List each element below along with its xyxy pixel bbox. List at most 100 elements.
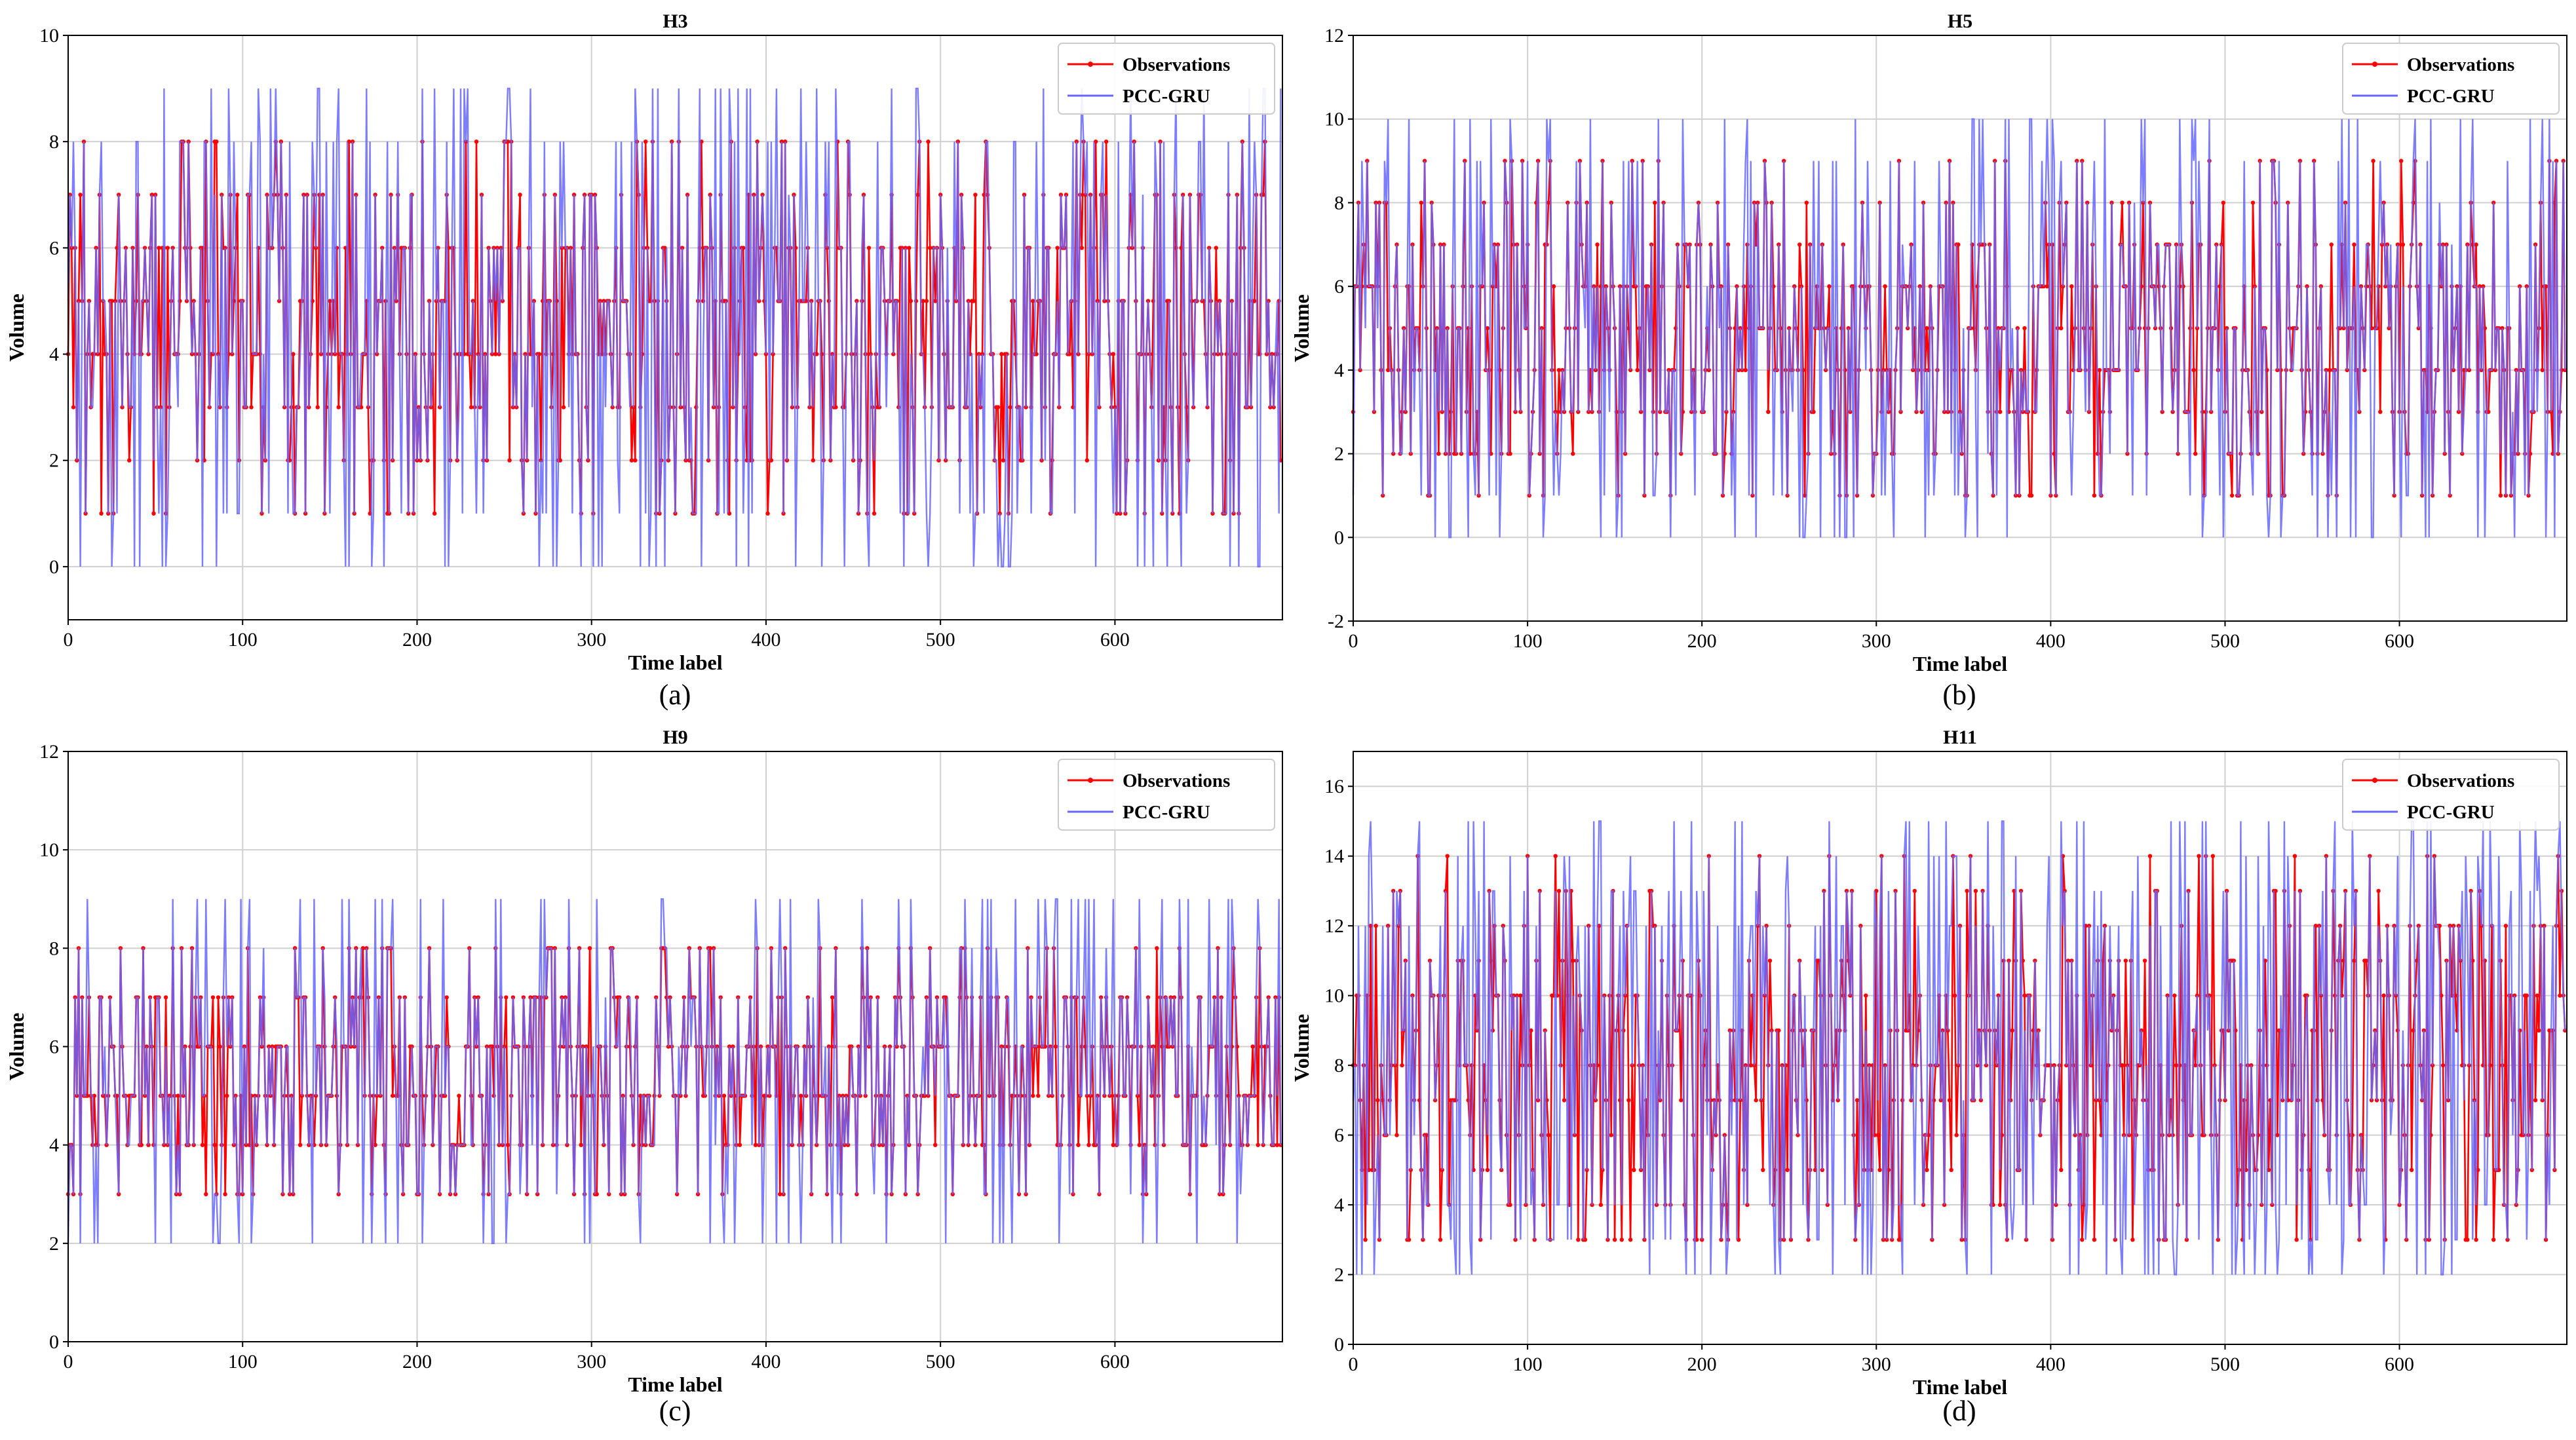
y-tick-label: 6 <box>49 1036 59 1058</box>
y-tick-label: 10 <box>1324 985 1344 1007</box>
observation-point <box>1393 1063 1398 1068</box>
y-tick-label: 8 <box>1334 192 1344 214</box>
y-axis-label: Volume <box>5 1013 28 1081</box>
observation-point <box>2503 924 2509 928</box>
legend: Observations PCC-GRU <box>2342 759 2560 831</box>
x-tick-label: 600 <box>1100 629 1130 651</box>
observation-point <box>2491 1238 2496 1242</box>
observation-point <box>2352 242 2356 247</box>
observation-point <box>1111 1143 1116 1147</box>
observation-point <box>2059 1167 2064 1173</box>
observation-point <box>2229 493 2235 498</box>
observation-point <box>926 140 931 144</box>
observation-point <box>2327 368 2332 373</box>
x-tick-label: 100 <box>1513 630 1543 652</box>
y-tick-label: 12 <box>39 741 59 763</box>
observation-point <box>2498 493 2503 498</box>
observation-point <box>2069 284 2074 289</box>
observation-point <box>1111 352 1116 356</box>
chart-title: H9 <box>663 727 687 748</box>
observation-point <box>2029 493 2034 498</box>
observation-point <box>2142 958 2147 963</box>
observation-point <box>1827 284 1832 289</box>
observation-point <box>1214 246 1219 250</box>
x-tick-label: 500 <box>926 629 955 651</box>
observation-point <box>1400 1063 1404 1068</box>
observation-point <box>1632 1167 1636 1173</box>
y-axis-label: Volume <box>5 294 28 362</box>
observation-point <box>1965 888 1969 894</box>
observation-point <box>216 995 221 1000</box>
observation-point <box>753 1143 758 1147</box>
observation-point <box>2352 958 2356 963</box>
legend-marker-observations <box>2372 62 2377 67</box>
observation-point <box>1529 1028 1533 1033</box>
x-tick-label: 500 <box>2210 630 2240 652</box>
observation-point <box>1485 1167 1490 1173</box>
x-tick-label: 0 <box>1349 1354 1358 1375</box>
observation-point <box>2130 1238 2135 1242</box>
y-tick-label: 16 <box>1324 776 1344 797</box>
observation-point <box>99 511 104 516</box>
observation-point <box>1485 326 1490 331</box>
observation-point <box>1593 1098 1598 1103</box>
observation-point <box>2275 1133 2280 1137</box>
observation-point <box>1524 1202 1528 1207</box>
observation-point <box>2250 200 2256 205</box>
observation-point <box>151 511 156 516</box>
observation-point <box>2329 242 2334 247</box>
y-tick-label: 0 <box>1334 527 1344 548</box>
observation-point <box>2378 409 2383 414</box>
observation-point <box>507 458 512 463</box>
observation-point <box>1949 1167 1953 1173</box>
observation-point <box>1535 1098 1541 1103</box>
observation-point <box>2059 326 2064 331</box>
observation-point <box>210 995 216 1000</box>
observation-point <box>2120 200 2124 205</box>
observation-point <box>2322 1133 2327 1137</box>
observation-point <box>924 299 929 303</box>
legend-label-pcc-gru: PCC-GRU <box>1123 86 1210 107</box>
observation-point <box>1576 1238 1581 1242</box>
observation-point <box>2540 368 2545 373</box>
observation-point <box>1998 409 2003 414</box>
legend-marker-observations <box>1088 778 1093 783</box>
x-tick-label: 100 <box>228 629 258 651</box>
observation-point <box>2465 1238 2470 1242</box>
x-tick-label: 0 <box>64 629 73 651</box>
x-axis-label: Time label <box>628 1373 722 1396</box>
observation-point <box>249 405 254 409</box>
observation-point <box>1925 1167 1929 1173</box>
x-tick-label: 400 <box>751 629 780 651</box>
observation-point <box>328 299 332 303</box>
observation-point <box>2022 326 2027 331</box>
y-tick-label: 12 <box>1324 915 1344 937</box>
observation-point <box>1973 888 1978 894</box>
x-tick-label: 500 <box>926 1351 955 1373</box>
observation-point <box>176 1093 180 1098</box>
observation-point <box>1256 1143 1260 1147</box>
observation-point <box>1654 1202 1659 1207</box>
y-tick-label: 4 <box>1334 1194 1344 1216</box>
observation-point <box>1155 946 1159 951</box>
legend: Observations PCC-GRU <box>2342 43 2560 115</box>
observation-point <box>2474 242 2478 247</box>
observation-point <box>1079 246 1085 250</box>
panel-caption: (a) <box>659 679 691 711</box>
observation-point <box>973 193 978 197</box>
observation-point <box>633 458 638 463</box>
observation-point <box>1797 242 1802 247</box>
y-tick-label: 12 <box>1324 25 1344 47</box>
y-axis-label: Volume <box>1290 1014 1313 1082</box>
observation-point <box>995 405 1001 409</box>
observation-point <box>765 511 770 516</box>
observation-point <box>1912 888 1917 894</box>
x-tick-label: 400 <box>2036 630 2066 652</box>
observation-point <box>2535 993 2539 998</box>
observation-point <box>1590 1202 1594 1207</box>
observation-point <box>1761 1167 1765 1173</box>
observation-point <box>561 405 566 409</box>
observation-point <box>1571 958 1575 963</box>
